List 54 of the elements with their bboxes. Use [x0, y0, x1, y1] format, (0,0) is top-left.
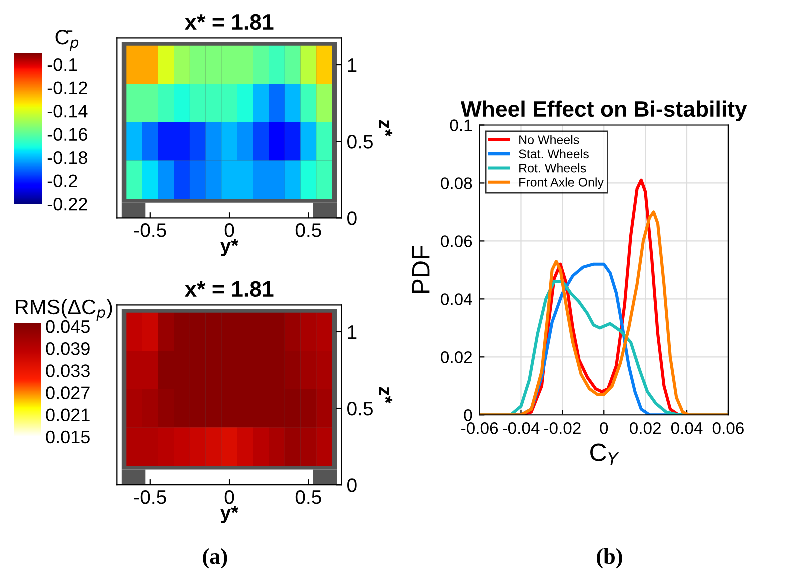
y-tick-label: 0.5: [348, 135, 373, 149]
x-tick-label: 0.5: [296, 490, 322, 504]
color-bar-label: -0.12: [48, 82, 88, 95]
y-axis-title: z*: [379, 120, 393, 137]
color-bar-label: -0.18: [48, 151, 88, 164]
x-tick-label: -0.06: [462, 422, 498, 434]
color-bar-label: 0.039: [46, 342, 90, 356]
y-tick-label: 1: [348, 326, 357, 340]
color-bar-label: 0.021: [46, 408, 90, 422]
x-tick-label: 0: [224, 490, 234, 504]
y-tick-label: 0.1: [450, 120, 472, 132]
color-bar-label: 0.033: [46, 364, 90, 378]
legend-label: Front Axle Only: [520, 178, 604, 190]
y-tick-label: 0: [348, 478, 357, 492]
y-tick-label: 0.04: [441, 294, 472, 306]
x-axis-title: y*: [220, 239, 239, 256]
color-bar-label: 0.027: [46, 386, 90, 400]
color-bar-label: 0.045: [46, 320, 90, 334]
x-tick-label: 0: [224, 224, 234, 238]
y-tick-label: 0.02: [441, 352, 472, 364]
x-tick-label: -0.5: [134, 490, 166, 504]
color-bar-label: -0.16: [48, 128, 88, 142]
text: (b): [597, 548, 622, 569]
chart-title: x* = 1.81: [184, 14, 274, 30]
y-axis-title: PDF: [412, 246, 430, 294]
y-tick-label: 1: [348, 58, 357, 72]
y-tick-label: 0: [464, 410, 472, 422]
x-tick-label: 0: [600, 422, 608, 434]
y-tick-label: 0.06: [441, 236, 472, 248]
color-bar-label: 0.015: [46, 430, 90, 444]
x-tick-label: -0.04: [502, 422, 540, 434]
color-bar-label: -0.2: [48, 174, 78, 188]
x-tick-label: -0.02: [544, 422, 581, 434]
x-tick-label: -0.5: [134, 224, 166, 238]
x-tick-label: 0.02: [630, 422, 661, 434]
color-bar-label: -0.22: [48, 198, 88, 211]
x-tick-label: 0.06: [712, 422, 744, 434]
y-axis-title: z*: [379, 387, 393, 404]
color-bar-title: C̄$_{p}$: [56, 30, 79, 51]
color-bar-label: -0.14: [48, 104, 88, 118]
y-tick-label: 0.08: [441, 178, 472, 190]
x-tick-label: 0.04: [671, 422, 703, 434]
chart-title: x* = 1.81: [184, 281, 274, 298]
text: (a): [203, 548, 228, 569]
color-bar-label: -0.1: [48, 58, 78, 72]
y-tick-label: 0.5: [348, 402, 373, 416]
y-tick-label: 0: [348, 212, 357, 226]
x-axis-title: y*: [220, 506, 239, 524]
x-axis-title: C$_{Y}$: [590, 444, 620, 466]
x-tick-label: 0.5: [296, 224, 322, 238]
legend-label: Rot. Wheels: [520, 164, 586, 173]
legend-label: Stat. Wheels: [519, 149, 589, 159]
legend-label: No Wheels: [520, 135, 580, 144]
color-bar-title: RMS(ΔC$_{p}$): [16, 299, 112, 321]
